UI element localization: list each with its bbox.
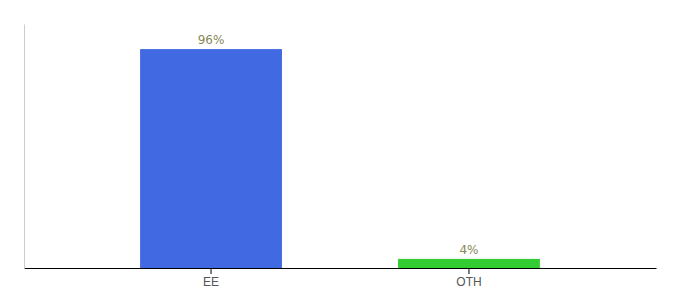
x-axis: EE OTH: [25, 268, 657, 289]
y-axis-line: [24, 25, 25, 269]
x-tick: OTH: [456, 268, 481, 289]
plot: 96% 4% EE OTH: [25, 25, 657, 289]
y-axis: [24, 25, 25, 269]
data-label: 4%: [459, 243, 478, 257]
bars: [140, 49, 540, 268]
x-axis-line: [25, 268, 657, 269]
data-label: 96%: [198, 33, 225, 47]
x-tick-mark: [211, 268, 212, 274]
x-tick: EE: [203, 268, 219, 289]
x-tick-label: OTH: [456, 275, 481, 289]
data-labels: 96% 4%: [198, 33, 479, 257]
bar: [140, 49, 282, 268]
x-tick-label: EE: [203, 275, 219, 289]
chart: 96% 4% EE OTH: [0, 0, 680, 300]
bar: [398, 259, 540, 268]
x-tick-mark: [468, 268, 469, 274]
